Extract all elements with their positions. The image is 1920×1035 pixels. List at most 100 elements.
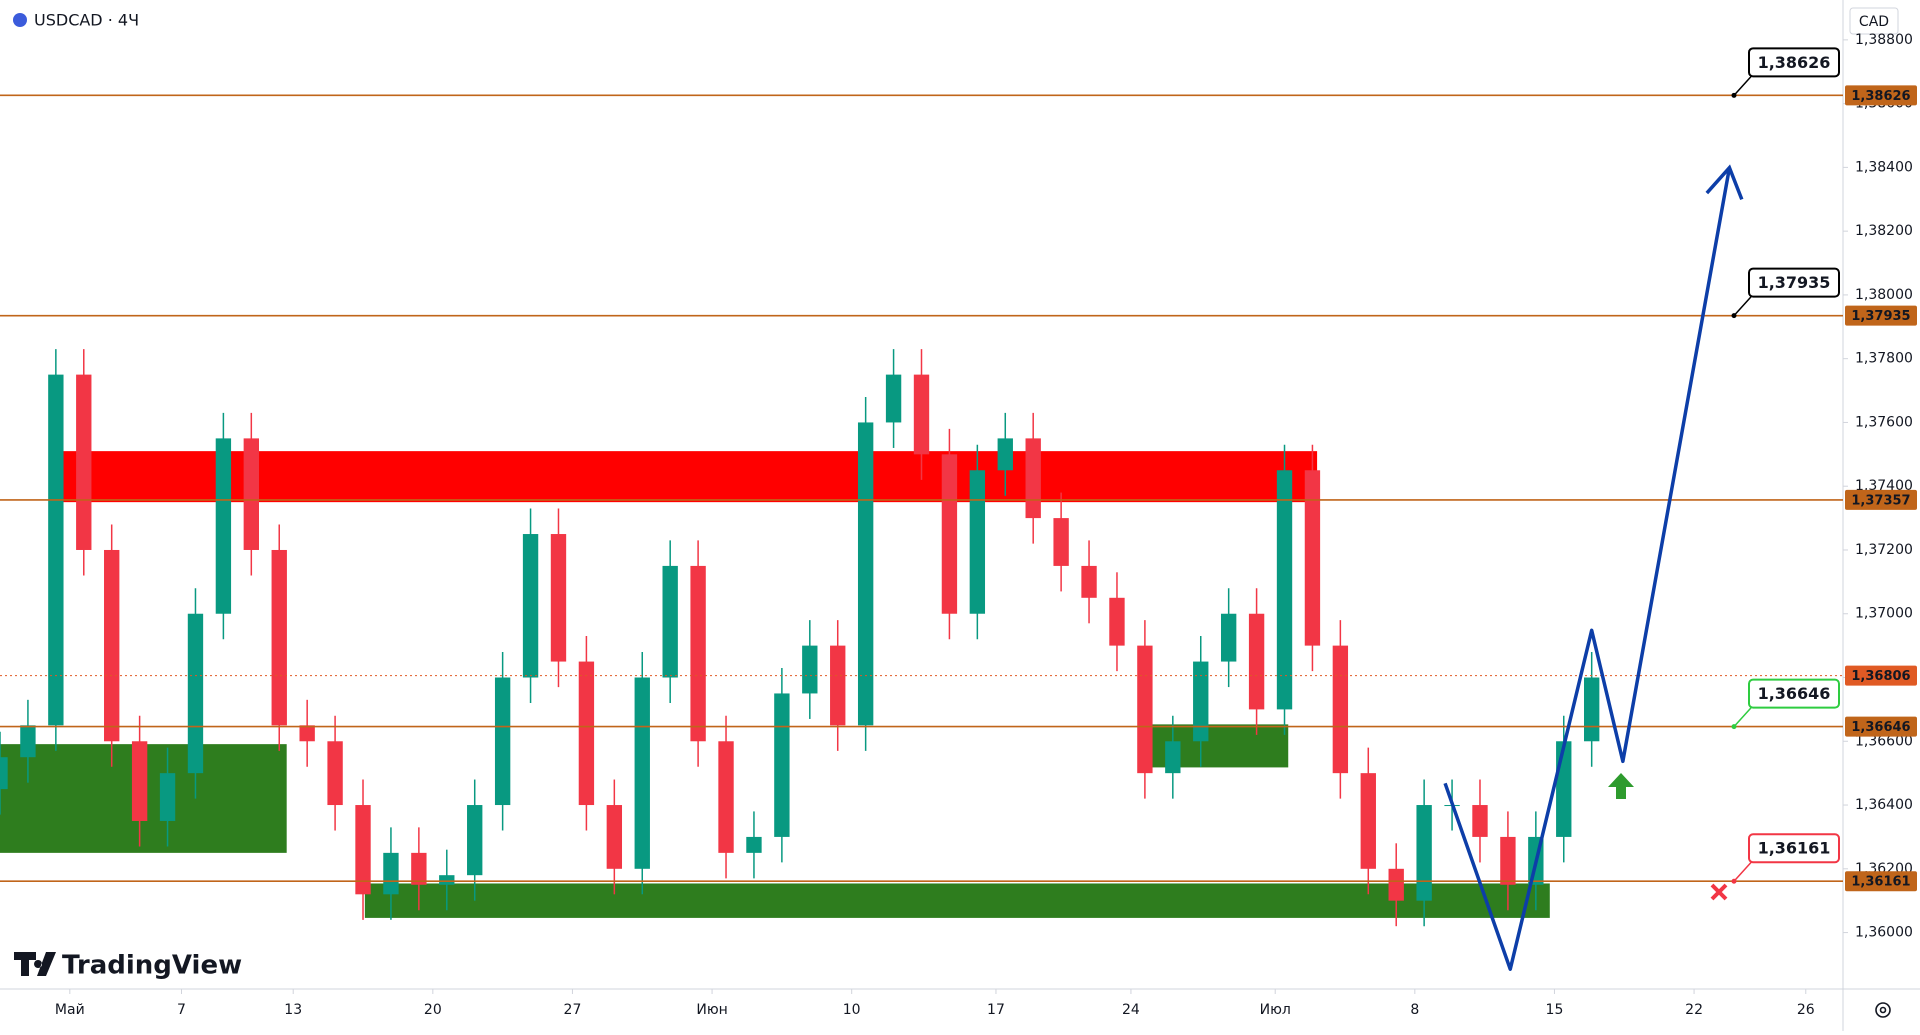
candle-body — [1081, 565, 1097, 598]
candle-body — [634, 677, 650, 869]
candle-body — [969, 470, 986, 614]
candle-body — [1025, 438, 1041, 519]
candle-body — [1360, 773, 1376, 869]
buy-arrow — [1608, 773, 1634, 799]
candle-body — [494, 677, 511, 806]
candle-body — [578, 661, 595, 806]
candle-body — [1137, 645, 1153, 774]
x-tick-label: 10 — [843, 1002, 861, 1018]
price-badge — [1845, 85, 1917, 106]
candle-body — [830, 645, 846, 726]
candle-body — [467, 805, 483, 876]
candle-body — [48, 374, 64, 726]
price-badge-label: 1,37357 — [1851, 493, 1910, 508]
projection-arrowhead — [1705, 164, 1744, 201]
candle-body — [857, 422, 874, 726]
price-badge — [1845, 305, 1917, 326]
x-tick-label: 27 — [564, 1002, 582, 1018]
callout-label: 1,38626 — [1758, 53, 1831, 72]
x-tick-label: Июн — [696, 1002, 727, 1018]
x-tick-label: 22 — [1685, 1002, 1703, 1018]
candle-body — [1276, 470, 1293, 710]
price-badge — [1845, 489, 1917, 510]
y-tick-label: 1,36600 — [1855, 733, 1913, 749]
price-badge-label: 1,38626 — [1851, 89, 1910, 104]
callout-box — [1748, 833, 1840, 864]
y-tick-label: 1,38800 — [1855, 32, 1913, 48]
candle-body — [20, 725, 36, 758]
candle-body — [1193, 661, 1209, 742]
candle-body — [271, 549, 287, 726]
candle-body — [941, 454, 958, 614]
candle-body — [1332, 645, 1349, 774]
price-badge-label: 1,37935 — [1851, 309, 1910, 324]
candle-body — [104, 549, 120, 742]
currency-box[interactable] — [1849, 7, 1899, 35]
candle-body — [243, 438, 259, 550]
currency-label[interactable]: CAD — [1859, 14, 1889, 30]
candle-body — [76, 374, 92, 550]
candle-body — [997, 438, 1013, 471]
candle-body — [383, 852, 399, 895]
candle-body — [327, 741, 343, 806]
candle-body — [522, 534, 539, 678]
candle-body — [774, 693, 790, 837]
y-tick-label: 1,37600 — [1855, 414, 1913, 430]
candle-body — [885, 374, 902, 423]
x-tick-label: 24 — [1122, 1002, 1140, 1018]
candle-body — [215, 438, 232, 614]
candle-body — [439, 875, 455, 885]
zone — [58, 451, 1318, 503]
candle-body — [299, 725, 315, 742]
x-tick-label: 13 — [284, 1002, 302, 1018]
candle-body — [690, 565, 706, 742]
callout-label: 1,36161 — [1758, 839, 1831, 858]
symbol-title: USDCAD · 4Ч — [34, 11, 139, 30]
price-badge — [1845, 871, 1917, 892]
candle-body — [131, 741, 148, 821]
callout-label: 1,36646 — [1758, 684, 1831, 703]
y-tick-label: 1,37800 — [1855, 351, 1913, 367]
callout-box — [1748, 678, 1840, 709]
candle-body — [1053, 518, 1069, 566]
flag-icon — [13, 13, 27, 27]
price-badge-label: 1,36806 — [1851, 669, 1910, 684]
price-badge-label: 1,36646 — [1851, 720, 1910, 735]
candle-body — [746, 836, 762, 853]
candle-body — [411, 852, 427, 885]
callout-label: 1,37935 — [1758, 273, 1831, 292]
candle-body — [1500, 836, 1516, 885]
settings-ring[interactable] — [1875, 1002, 1891, 1018]
x-tick-label: 8 — [1410, 1002, 1419, 1018]
settings-core[interactable] — [1879, 1006, 1887, 1014]
candle-body — [913, 374, 930, 455]
x-tick-label: 15 — [1546, 1002, 1564, 1018]
x-tick-label: Май — [55, 1002, 85, 1018]
candle-body — [718, 741, 734, 853]
candle-body — [159, 773, 176, 821]
logo-mark — [14, 952, 56, 976]
y-tick-label: 1,38000 — [1855, 287, 1913, 303]
candle-body — [606, 805, 623, 869]
projection-path — [1443, 167, 1732, 971]
candle-body — [1109, 597, 1125, 646]
y-tick-label: 1,37200 — [1855, 542, 1913, 558]
candle-body — [187, 613, 204, 774]
candle-body — [1165, 741, 1181, 774]
y-tick-label: 1,36000 — [1855, 925, 1913, 941]
y-tick-label: 1,37000 — [1855, 606, 1913, 622]
candle-body — [0, 757, 8, 790]
stop-mark — [1710, 883, 1728, 901]
settings-icon[interactable] — [1875, 1002, 1891, 1018]
candle-body — [1220, 613, 1237, 662]
x-tick-label: 7 — [177, 1002, 186, 1018]
zone — [364, 883, 1550, 918]
callout-box — [1748, 47, 1840, 78]
x-tick-label: 20 — [424, 1002, 442, 1018]
callout-box — [1748, 267, 1840, 298]
candle-body — [1388, 868, 1404, 901]
logo-text: TradingView — [62, 951, 242, 981]
candle-body — [1416, 805, 1432, 901]
x-tick-label: 26 — [1797, 1002, 1815, 1018]
